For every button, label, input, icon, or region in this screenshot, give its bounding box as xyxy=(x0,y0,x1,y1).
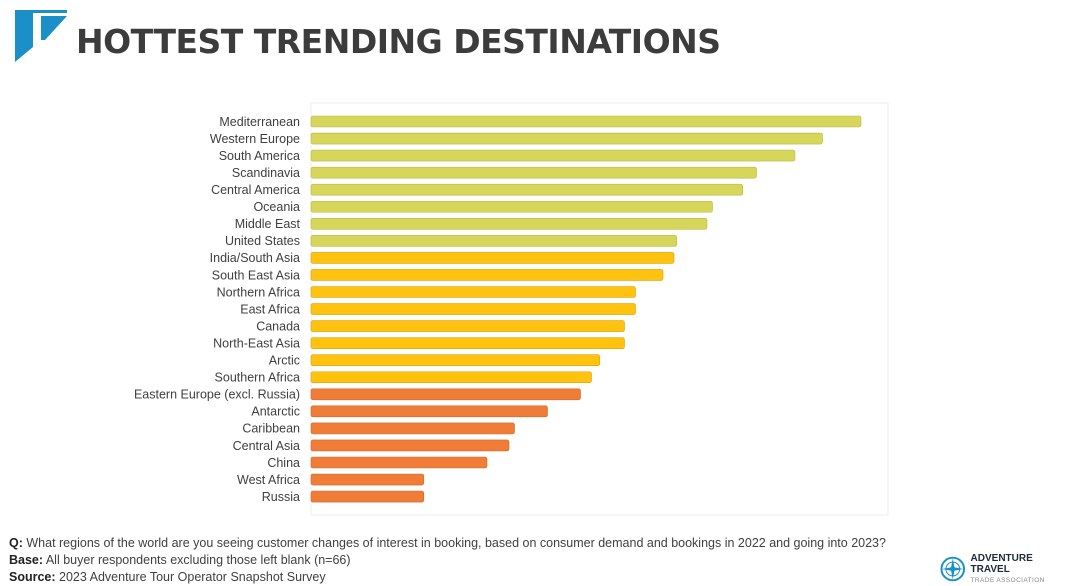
category-label-20: Central Asia xyxy=(233,439,300,453)
category-label-03: South America xyxy=(219,149,300,163)
bar-06 xyxy=(310,200,713,213)
bar-05 xyxy=(310,183,744,196)
bar-02 xyxy=(310,132,823,145)
bar-11 xyxy=(310,286,636,298)
brand-name: ADVENTURE TRAVEL xyxy=(970,552,1033,575)
bar-08 xyxy=(310,235,678,247)
bar-04 xyxy=(310,166,757,179)
category-label-06: Oceania xyxy=(253,200,300,214)
category-label-19: Caribbean xyxy=(242,422,300,436)
category-label-09: India/South Asia xyxy=(210,251,300,265)
bar-10 xyxy=(310,269,664,281)
bar-16 xyxy=(310,371,592,384)
category-label-11: Northern Africa xyxy=(217,285,300,299)
question-note: Q: What regions of the world are you see… xyxy=(9,536,886,550)
category-label-23: Russia xyxy=(262,490,300,504)
category-label-07: Middle East xyxy=(235,217,301,231)
bar-01 xyxy=(310,115,862,128)
bar-13 xyxy=(310,320,625,332)
bar-12 xyxy=(310,303,636,315)
bar-23 xyxy=(310,490,425,503)
category-label-18: Antarctic xyxy=(251,405,300,419)
brand-logo: ADVENTURE TRAVEL TRADE ASSOCIATION xyxy=(940,552,1073,584)
category-label-17: Eastern Europe (excl. Russia) xyxy=(134,388,300,402)
category-label-14: North-East Asia xyxy=(213,336,300,350)
bar-09 xyxy=(310,252,675,264)
category-label-01: Mediterranean xyxy=(219,115,300,129)
corner-logo-icon xyxy=(15,10,67,62)
category-label-16: Southern Africa xyxy=(215,371,301,385)
page-title: HOTTEST TRENDING DESTINATIONS xyxy=(76,22,721,61)
category-label-22: West Africa xyxy=(237,473,300,487)
chart-footnotes: Q: What regions of the world are you see… xyxy=(9,535,886,586)
bar-17 xyxy=(310,388,581,401)
category-label-15: Arctic xyxy=(269,354,300,368)
category-label-12: East Africa xyxy=(240,302,300,316)
bar-15 xyxy=(310,354,601,367)
category-label-13: Canada xyxy=(256,319,300,333)
category-label-08: United States xyxy=(225,234,300,248)
bar-07 xyxy=(310,218,708,230)
category-label-10: South East Asia xyxy=(212,268,300,282)
category-label-02: Western Europe xyxy=(210,132,300,146)
base-note: Base: All buyer respondents excluding th… xyxy=(9,553,351,567)
bar-03 xyxy=(310,149,796,162)
bar-14 xyxy=(310,337,625,349)
bar-21 xyxy=(310,456,488,469)
category-label-04: Scandinavia xyxy=(232,166,300,180)
bar-19 xyxy=(310,422,515,435)
compass-logo-icon xyxy=(940,556,966,582)
bar-22 xyxy=(310,473,425,486)
source-note: Source: 2023 Adventure Tour Operator Sna… xyxy=(9,570,326,584)
category-label-21: China xyxy=(267,456,300,470)
category-label-05: Central America xyxy=(211,183,300,197)
bar-18 xyxy=(310,405,548,418)
bar-20 xyxy=(310,439,510,452)
brand-tagline: TRADE ASSOCIATION xyxy=(970,576,1045,584)
